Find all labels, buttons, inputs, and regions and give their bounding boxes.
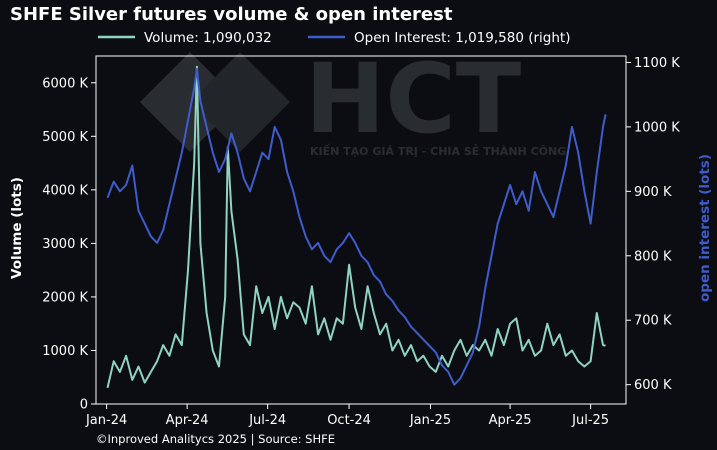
legend-open-interest-label: Open Interest: 1,019,580 (right) [354, 30, 570, 46]
watermark: HCT KIẾN TẠO GIÁ TRỊ - CHIA SẺ THÀNH CÔN… [140, 43, 566, 158]
plot-frame [95, 55, 627, 405]
right-tick-label: 800 K [634, 249, 672, 264]
left-tick-label: 5000 K [42, 130, 88, 145]
grid-and-axes [95, 55, 627, 405]
left-tick-label: 2000 K [42, 290, 88, 305]
x-tick-label: Jul-24 [248, 413, 286, 428]
x-tick-label: Jan-24 [85, 413, 127, 428]
right-axis-ticks: 600 K 700 K 800 K 900 K 1000 K 1100 K [626, 56, 680, 393]
right-tick-label: 1100 K [634, 56, 680, 71]
left-tick-label: 6000 K [42, 76, 88, 91]
x-tick-label: Oct-24 [327, 413, 371, 428]
legend: Volume: 1,090,032 Open Interest: 1,019,5… [98, 30, 570, 46]
chart-title: SHFE Silver futures volume & open intere… [10, 4, 453, 25]
left-tick-label: 1000 K [42, 344, 88, 359]
x-tick-label: Jan-25 [409, 413, 451, 428]
x-axis-ticks: Jan-24 Apr-24 Jul-24 Oct-24 Jan-25 Apr-25 Jul-… [85, 404, 609, 428]
legend-volume-label: Volume: 1,090,032 [144, 30, 272, 46]
watermark-logo-text: HCT [305, 43, 521, 155]
right-tick-label: 900 K [634, 185, 672, 200]
right-tick-label: 600 K [634, 378, 672, 393]
left-tick-label: 0 [80, 398, 88, 413]
left-axis-ticks: 0 1000 K 2000 K 3000 K 4000 K 5000 K 6000 K [42, 76, 96, 413]
right-axis-label: open interest (lots) [697, 154, 713, 302]
watermark-tagline: KIẾN TẠO GIÁ TRỊ - CHIA SẺ THÀNH CÔNG [310, 143, 566, 158]
x-tick-label: Jul-25 [571, 413, 609, 428]
open-interest-series-line [106, 67, 607, 386]
right-tick-label: 1000 K [634, 120, 680, 135]
left-tick-label: 4000 K [42, 183, 88, 198]
right-tick-label: 700 K [634, 314, 672, 329]
left-axis-label: Volume (lots) [9, 177, 25, 279]
left-tick-label: 3000 K [42, 237, 88, 252]
x-tick-label: Apr-24 [166, 413, 209, 428]
footer-source: ©Inproved Analitycs 2025 | Source: SHFE [96, 432, 335, 446]
volume-series-line [106, 65, 606, 389]
series-layer [106, 65, 607, 389]
watermark-logo-diamond-left [140, 52, 240, 152]
x-tick-label: Apr-25 [489, 413, 532, 428]
watermark-logo-diamond-right [190, 52, 290, 152]
